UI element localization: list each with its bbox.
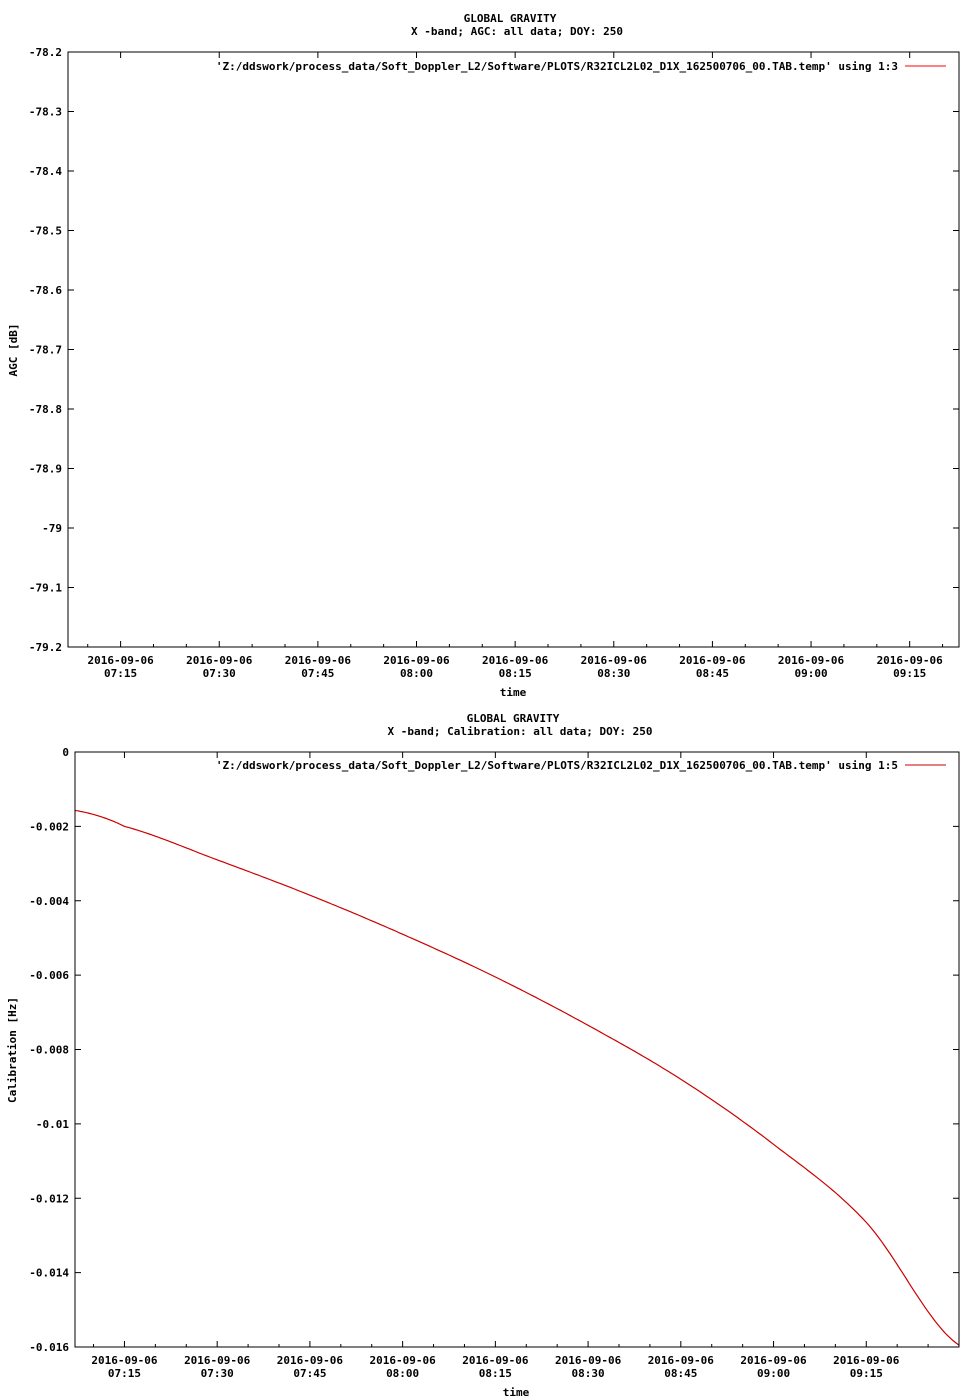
calibration-chart: GLOBAL GRAVITY X -band; Calibration: all…	[6, 712, 960, 1399]
calibration-y-tick-label: -0.004	[29, 895, 69, 908]
calibration-chart-title: GLOBAL GRAVITY	[467, 712, 560, 725]
calibration-x-tick-time: 07:45	[293, 1367, 326, 1380]
agc-x-tick-time: 07:30	[203, 667, 236, 680]
agc-chart: GLOBAL GRAVITY X -band; AGC: all data; D…	[7, 12, 960, 699]
calibration-y-axis-label: Calibration [Hz]	[6, 997, 19, 1103]
calibration-chart-subtitle: X -band; Calibration: all data; DOY: 250	[388, 725, 653, 738]
agc-y-tick-label: -79.1	[29, 582, 62, 595]
calibration-x-tick-date: 2016-09-06	[91, 1354, 158, 1367]
agc-x-tick-date: 2016-09-06	[679, 654, 746, 667]
agc-x-tick-time: 08:15	[499, 667, 532, 680]
agc-x-axis-label: time	[500, 686, 527, 699]
calibration-legend-text: 'Z:/ddswork/process_data/Soft_Doppler_L2…	[216, 759, 898, 772]
agc-y-tick-label: -78.9	[29, 463, 62, 476]
agc-x-tick-time: 09:00	[794, 667, 827, 680]
agc-legend-text: 'Z:/ddswork/process_data/Soft_Doppler_L2…	[216, 60, 898, 73]
calibration-x-tick-time: 07:30	[201, 1367, 234, 1380]
calibration-series-line	[74, 809, 960, 1346]
agc-y-tick-label: -78.8	[29, 403, 62, 416]
agc-y-tick-label: -78.5	[29, 225, 62, 238]
agc-y-tick-label: -78.3	[29, 106, 62, 119]
agc-x-tick-date: 2016-09-06	[482, 654, 549, 667]
calibration-y-tick-label: -0.012	[29, 1192, 69, 1205]
agc-y-tick-label: -78.4	[29, 165, 62, 178]
calibration-y-tick-label: -0.002	[29, 820, 69, 833]
calibration-y-tick-label: 0	[62, 746, 69, 759]
calibration-y-tick-label: -0.006	[29, 969, 69, 982]
agc-x-tick-date: 2016-09-06	[778, 654, 845, 667]
calibration-x-tick-time: 09:15	[850, 1367, 883, 1380]
calibration-y-tick-label: -0.016	[29, 1341, 69, 1354]
agc-x-tick-time: 07:45	[301, 667, 334, 680]
calibration-x-tick-date: 2016-09-06	[648, 1354, 715, 1367]
agc-y-tick-label: -79	[42, 522, 62, 535]
calibration-plot-frame	[74, 751, 960, 1348]
agc-x-tick-time: 07:15	[104, 667, 137, 680]
agc-plot-frame	[67, 51, 960, 648]
agc-y-axis-label: AGC [dB]	[7, 324, 20, 377]
agc-x-tick-date: 2016-09-06	[877, 654, 944, 667]
agc-x-tick-date: 2016-09-06	[581, 654, 648, 667]
agc-x-tick-time: 08:30	[597, 667, 630, 680]
calibration-x-tick-date: 2016-09-06	[462, 1354, 529, 1367]
agc-y-tick-label: -78.6	[29, 284, 62, 297]
calibration-x-tick-date: 2016-09-06	[833, 1354, 900, 1367]
calibration-x-tick-time: 08:15	[479, 1367, 512, 1380]
agc-x-tick-date: 2016-09-06	[285, 654, 352, 667]
calibration-y-tick-label: -0.01	[36, 1118, 69, 1131]
agc-chart-title: GLOBAL GRAVITY	[464, 12, 557, 25]
calibration-x-tick-date: 2016-09-06	[370, 1354, 437, 1367]
agc-chart-subtitle: X -band; AGC: all data; DOY: 250	[411, 25, 623, 38]
calibration-y-tick-label: -0.008	[29, 1044, 69, 1057]
calibration-x-tick-date: 2016-09-06	[740, 1354, 807, 1367]
calibration-x-tick-time: 08:30	[572, 1367, 605, 1380]
calibration-y-tick-label: -0.014	[29, 1267, 69, 1280]
calibration-x-tick-time: 08:45	[664, 1367, 697, 1380]
calibration-x-tick-time: 08:00	[386, 1367, 419, 1380]
calibration-x-tick-time: 09:00	[757, 1367, 790, 1380]
agc-x-tick-date: 2016-09-06	[87, 654, 154, 667]
agc-y-tick-label: -78.7	[29, 344, 62, 357]
calibration-x-tick-date: 2016-09-06	[184, 1354, 251, 1367]
agc-x-tick-date: 2016-09-06	[186, 654, 253, 667]
calibration-x-tick-date: 2016-09-06	[277, 1354, 344, 1367]
agc-y-tick-label: -79.2	[29, 641, 62, 654]
calibration-x-axis-label: time	[503, 1386, 530, 1399]
agc-x-tick-date: 2016-09-06	[383, 654, 450, 667]
agc-x-tick-time: 08:00	[400, 667, 433, 680]
calibration-x-tick-time: 07:15	[108, 1367, 141, 1380]
agc-x-tick-time: 09:15	[893, 667, 926, 680]
calibration-x-tick-date: 2016-09-06	[555, 1354, 622, 1367]
agc-x-tick-time: 08:45	[696, 667, 729, 680]
agc-y-tick-label: -78.2	[29, 46, 62, 59]
